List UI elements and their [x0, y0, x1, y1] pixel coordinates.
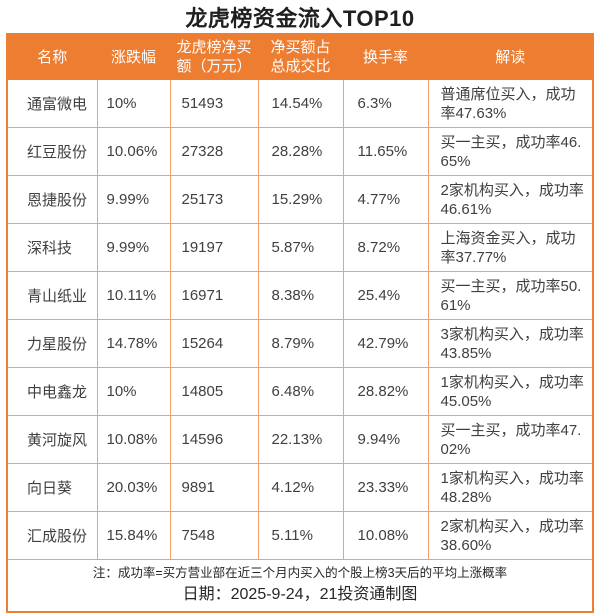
stock-name: 力星股份 — [6, 319, 98, 368]
header-turnover: 换手率 — [342, 33, 429, 80]
net-buy-ratio: 15.29% — [257, 175, 344, 224]
footer-cell: 注：成功率=买方营业部在近三个月内买入的个股上榜3天后的平均上涨概率 日期：20… — [6, 559, 594, 613]
change-pct: 15.84% — [96, 511, 171, 560]
change-pct: 10.08% — [96, 415, 171, 464]
net-buy-ratio: 22.13% — [257, 415, 344, 464]
header-change-pct: 涨跌幅 — [96, 33, 171, 80]
turnover-rate: 11.65% — [342, 127, 429, 176]
turnover-rate: 10.08% — [342, 511, 429, 560]
stock-name: 红豆股份 — [6, 127, 98, 176]
interpretation: 普通席位买入，成功率47.63% — [427, 79, 594, 128]
table-row: 黄河旋风 10.08% 14596 22.13% 9.94% 买一主买，成功率4… — [6, 415, 594, 464]
stock-name: 通富微电 — [6, 79, 98, 128]
stock-name: 中电鑫龙 — [6, 367, 98, 416]
net-buy-wan: 25173 — [169, 175, 259, 224]
net-buy-wan: 15264 — [169, 319, 259, 368]
turnover-rate: 9.94% — [342, 415, 429, 464]
interpretation: 2家机构买入，成功率46.61% — [427, 175, 594, 224]
turnover-rate: 6.3% — [342, 79, 429, 128]
page-title: 龙虎榜资金流入TOP10 — [185, 6, 415, 31]
interpretation: 买一主买，成功率47.02% — [427, 415, 594, 464]
capital-inflow-table: 名称 涨跌幅 龙虎榜净买额（万元） 净买额占总成交比 换手率 解读 通富微电 1… — [6, 33, 594, 613]
stock-name: 青山纸业 — [6, 271, 98, 320]
table-body: 通富微电 10% 51493 14.54% 6.3% 普通席位买入，成功率47.… — [6, 79, 594, 560]
net-buy-wan: 7548 — [169, 511, 259, 560]
net-buy-wan: 27328 — [169, 127, 259, 176]
table-row: 通富微电 10% 51493 14.54% 6.3% 普通席位买入，成功率47.… — [6, 79, 594, 128]
interpretation: 上海资金买入，成功率37.77% — [427, 223, 594, 272]
table-row: 红豆股份 10.06% 27328 28.28% 11.65% 买一主买，成功率… — [6, 127, 594, 176]
net-buy-wan: 14805 — [169, 367, 259, 416]
change-pct: 14.78% — [96, 319, 171, 368]
net-buy-wan: 51493 — [169, 79, 259, 128]
net-buy-wan: 16971 — [169, 271, 259, 320]
turnover-rate: 4.77% — [342, 175, 429, 224]
table-header: 名称 涨跌幅 龙虎榜净买额（万元） 净买额占总成交比 换手率 解读 — [6, 33, 594, 80]
footer-date: 日期：2025-9-24，21投资通制图 — [182, 586, 418, 603]
table-row: 深科技 9.99% 19197 5.87% 8.72% 上海资金买入，成功率37… — [6, 223, 594, 272]
net-buy-ratio: 8.38% — [257, 271, 344, 320]
turnover-rate: 25.4% — [342, 271, 429, 320]
header-net-buy-ratio: 净买额占总成交比 — [257, 33, 344, 80]
stock-name: 恩捷股份 — [6, 175, 98, 224]
header-net-buy: 龙虎榜净买额（万元） — [169, 33, 259, 80]
net-buy-ratio: 28.28% — [257, 127, 344, 176]
stock-name: 黄河旋风 — [6, 415, 98, 464]
table-row: 中电鑫龙 10% 14805 6.48% 28.82% 1家机构买入，成功率45… — [6, 367, 594, 416]
table-footer: 注：成功率=买方营业部在近三个月内买入的个股上榜3天后的平均上涨概率 日期：20… — [6, 559, 594, 613]
change-pct: 10.11% — [96, 271, 171, 320]
change-pct: 9.99% — [96, 175, 171, 224]
net-buy-ratio: 8.79% — [257, 319, 344, 368]
interpretation: 3家机构买入，成功率43.85% — [427, 319, 594, 368]
turnover-rate: 28.82% — [342, 367, 429, 416]
turnover-rate: 23.33% — [342, 463, 429, 512]
turnover-rate: 8.72% — [342, 223, 429, 272]
interpretation: 1家机构买入，成功率45.05% — [427, 367, 594, 416]
change-pct: 20.03% — [96, 463, 171, 512]
change-pct: 9.99% — [96, 223, 171, 272]
net-buy-ratio: 5.11% — [257, 511, 344, 560]
turnover-rate: 42.79% — [342, 319, 429, 368]
net-buy-wan: 14596 — [169, 415, 259, 464]
interpretation: 买一主买，成功率50.61% — [427, 271, 594, 320]
stock-name: 深科技 — [6, 223, 98, 272]
change-pct: 10% — [96, 367, 171, 416]
interpretation: 买一主买，成功率46.65% — [427, 127, 594, 176]
table-row: 力星股份 14.78% 15264 8.79% 42.79% 3家机构买入，成功… — [6, 319, 594, 368]
header-interpretation: 解读 — [427, 33, 594, 80]
header-name: 名称 — [6, 33, 98, 80]
net-buy-ratio: 4.12% — [257, 463, 344, 512]
net-buy-ratio: 5.87% — [257, 223, 344, 272]
net-buy-ratio: 14.54% — [257, 79, 344, 128]
net-buy-wan: 19197 — [169, 223, 259, 272]
footer-note: 注：成功率=买方营业部在近三个月内买入的个股上榜3天后的平均上涨概率 — [92, 566, 508, 580]
interpretation: 1家机构买入，成功率48.28% — [427, 463, 594, 512]
table-row: 向日葵 20.03% 9891 4.12% 23.33% 1家机构买入，成功率4… — [6, 463, 594, 512]
stock-name: 汇成股份 — [6, 511, 98, 560]
table-row: 恩捷股份 9.99% 25173 15.29% 4.77% 2家机构买入，成功率… — [6, 175, 594, 224]
net-buy-ratio: 6.48% — [257, 367, 344, 416]
change-pct: 10% — [96, 79, 171, 128]
change-pct: 10.06% — [96, 127, 171, 176]
header-row: 名称 涨跌幅 龙虎榜净买额（万元） 净买额占总成交比 换手率 解读 — [6, 33, 594, 80]
table-row: 汇成股份 15.84% 7548 5.11% 10.08% 2家机构买入，成功率… — [6, 511, 594, 560]
table-row: 青山纸业 10.11% 16971 8.38% 25.4% 买一主买，成功率50… — [6, 271, 594, 320]
net-buy-wan: 9891 — [169, 463, 259, 512]
footer-row: 注：成功率=买方营业部在近三个月内买入的个股上榜3天后的平均上涨概率 日期：20… — [6, 559, 594, 613]
interpretation: 2家机构买入，成功率38.60% — [427, 511, 594, 560]
stock-name: 向日葵 — [6, 463, 98, 512]
